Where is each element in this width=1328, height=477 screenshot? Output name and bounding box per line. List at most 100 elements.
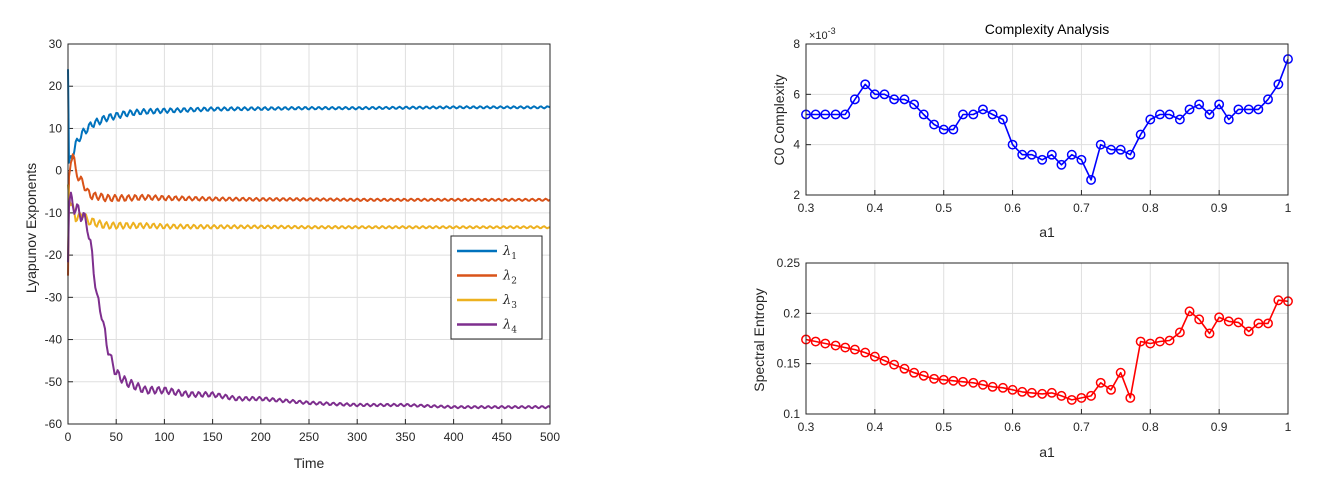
entropy-data-point	[1263, 318, 1273, 329]
entropy-x-axis-label: a1	[1039, 444, 1055, 460]
c0-x-tick-label: 0.3	[798, 201, 815, 215]
entropy-data-point	[918, 370, 929, 381]
legend-label-4: λ4	[502, 318, 517, 336]
lyapunov-series-line-3	[67, 184, 551, 230]
entropy-data-point	[1125, 392, 1136, 403]
c0-data-point	[879, 89, 890, 100]
entropy-data-point	[1017, 386, 1028, 397]
lyapunov-y-tick-label: -60	[45, 417, 63, 431]
lyapunov-x-tick-label: 400	[444, 430, 464, 444]
c0-data-point	[1204, 109, 1215, 120]
entropy-data-point	[1135, 336, 1146, 347]
lyapunov-x-tick-label: 350	[395, 430, 415, 444]
c0-x-tick-label: 0.6	[1004, 201, 1021, 215]
c0-data-point	[1154, 109, 1165, 120]
c0-data-point	[820, 109, 831, 120]
lyapunov-x-tick-label: 0	[65, 430, 72, 444]
entropy-y-tick-label: 0.2	[783, 306, 800, 320]
entropy-data-point	[909, 367, 920, 378]
entropy-x-tick-label: 0.5	[935, 420, 952, 434]
lyapunov-x-tick-label: 450	[492, 430, 512, 444]
entropy-data-point	[1243, 326, 1254, 337]
lyapunov-y-axis-label: Lyapunov Exponents	[23, 163, 39, 293]
entropy-data-point	[1026, 387, 1037, 398]
entropy-data-point	[899, 363, 910, 374]
complexity-title: Complexity Analysis	[985, 21, 1110, 37]
c0-data-point	[1026, 149, 1037, 160]
entropy-data-point	[987, 381, 998, 392]
entropy-data-point	[1037, 388, 1048, 399]
lyapunov-series-line-2	[67, 153, 551, 276]
entropy-data-point	[948, 375, 959, 386]
c0-data-point	[1007, 139, 1018, 150]
lyapunov-x-tick-label: 100	[154, 430, 174, 444]
lyapunov-x-tick-label: 50	[110, 430, 124, 444]
c0-series-line-1	[806, 58, 1289, 181]
c0-plot-area	[806, 44, 1288, 195]
legend-box	[450, 235, 543, 340]
c0-data-point	[1056, 159, 1067, 170]
c0-data-point	[1174, 114, 1185, 125]
c0-y-tick-label: 6	[793, 87, 800, 101]
entropy-data-point	[1204, 328, 1215, 339]
legend-label-1: λ1	[502, 244, 517, 262]
entropy-data-point	[830, 340, 841, 351]
c0-data-point	[1233, 104, 1244, 115]
entropy-x-tick-label: 0.8	[1142, 420, 1159, 434]
entropy-data-point	[869, 351, 880, 362]
c0-data-point	[830, 109, 841, 120]
entropy-x-tick-label: 0.9	[1211, 420, 1228, 434]
c0-data-point	[938, 124, 949, 135]
c0-x-axis-label: a1	[1039, 224, 1055, 240]
c0-data-point	[1184, 104, 1195, 115]
c0-data-point	[1125, 149, 1136, 160]
entropy-data-point	[1194, 314, 1205, 325]
entropy-data-point	[1095, 377, 1106, 388]
c0-data-point	[909, 99, 920, 110]
c0-x-tick-label: 0.9	[1211, 201, 1228, 215]
c0-data-point	[1273, 79, 1284, 90]
lyapunov-y-tick-label: 30	[49, 37, 63, 51]
lyapunov-y-tick-label: 0	[55, 164, 62, 178]
c0-data-point	[968, 109, 979, 120]
entropy-data-point	[1056, 390, 1067, 401]
c0-y-tick-label: 4	[793, 138, 800, 152]
entropy-data-point	[1253, 318, 1264, 329]
lyapunov-x-tick-label: 250	[299, 430, 319, 444]
c0-y-tick-label: 8	[793, 37, 800, 51]
c0-data-point	[997, 114, 1008, 125]
lyapunov-y-tick-label: 10	[49, 121, 63, 135]
entropy-data-point	[978, 379, 988, 390]
entropy-data-point	[849, 344, 860, 355]
lyapunov-y-tick-label: -20	[45, 248, 63, 262]
c0-data-point	[1076, 154, 1087, 165]
lyapunov-y-tick-label: -40	[45, 333, 63, 347]
c0-data-point	[1194, 99, 1205, 110]
c0-x-tick-label: 0.7	[1073, 201, 1090, 215]
entropy-y-tick-label: 0.25	[777, 256, 801, 270]
entropy-data-point	[879, 355, 890, 366]
entropy-data-point	[1066, 394, 1077, 405]
c0-data-point	[1106, 144, 1116, 155]
lyapunov-series-line-4	[67, 191, 551, 410]
entropy-data-point	[889, 359, 900, 370]
entropy-data-point	[820, 338, 831, 349]
c0-data-point	[849, 94, 860, 105]
c0-data-point	[1115, 144, 1126, 155]
lyapunov-y-tick-label: -10	[45, 206, 63, 220]
lyapunov-x-tick-label: 200	[251, 430, 271, 444]
entropy-data-point	[1164, 335, 1175, 346]
entropy-data-point	[938, 374, 949, 385]
c0-data-point	[1263, 94, 1273, 105]
entropy-data-point	[997, 382, 1008, 393]
entropy-data-point	[1046, 387, 1057, 398]
legend-label-3: λ3	[502, 293, 517, 311]
c0-data-point	[958, 109, 968, 120]
entropy-data-point	[1076, 392, 1087, 403]
entropy-data-point	[958, 376, 968, 387]
c0-data-point	[978, 104, 988, 115]
c0-complexity-plot: Complexity Analysis C0 Complexity a1 ×10…	[771, 21, 1293, 240]
c0-data-point	[1145, 114, 1156, 125]
c0-y-tick-label: 2	[793, 188, 800, 202]
entropy-x-tick-label: 1	[1285, 420, 1292, 434]
